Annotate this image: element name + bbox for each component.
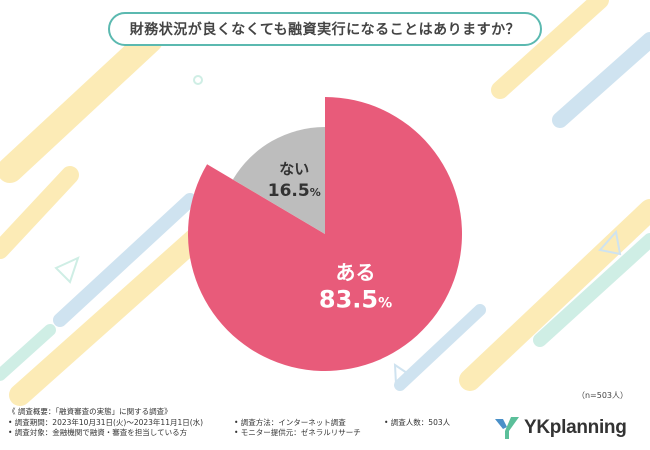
slice-category-label: ある bbox=[336, 261, 376, 285]
footer-method: • 調査方法：インターネット調査 bbox=[234, 417, 346, 427]
bg-stripe bbox=[0, 324, 56, 381]
bg-triangle bbox=[393, 363, 412, 386]
footer-heading: 《 調査概要：「融資審査の実態」に関する調査》 bbox=[8, 407, 172, 416]
logo-icon bbox=[495, 417, 519, 439]
chart-title: 財務状況が良くなくても融資実行になることはありますか？ bbox=[108, 12, 542, 46]
logo-text: YKplanning bbox=[524, 417, 627, 438]
slice-label-1: ない 16.5% bbox=[268, 160, 321, 201]
bg-stripe bbox=[459, 199, 650, 391]
footer-target: • 調査対象：金融機関で融資・審査を担当している方 bbox=[8, 428, 188, 437]
footer-count: • 調査人数：503人 bbox=[384, 417, 451, 427]
bg-triangle bbox=[54, 256, 80, 284]
slice-value-label: 83.5% bbox=[319, 286, 392, 314]
company-logo: YKplanning bbox=[493, 414, 627, 442]
footer-period: • 調査期間：2023年10月31日(火)～2023年11月1日(水) bbox=[8, 417, 204, 427]
logo-mark-left bbox=[495, 419, 507, 429]
bg-stripe bbox=[533, 233, 650, 347]
pie-slice-1 bbox=[232, 127, 325, 234]
slice-value-label: 16.5% bbox=[268, 181, 321, 201]
bg-stripe bbox=[491, 0, 609, 99]
logo-mark-right bbox=[505, 417, 519, 439]
bg-circle bbox=[193, 75, 203, 85]
bg-triangle bbox=[598, 229, 622, 256]
sample-size: （n=503人） bbox=[576, 391, 628, 400]
bg-stripe bbox=[53, 193, 197, 327]
bg-stripe bbox=[394, 304, 486, 391]
footer-monitor: • モニター提供元：ゼネラルリサーチ bbox=[234, 428, 361, 437]
bg-stripe bbox=[0, 27, 163, 183]
bg-stripe bbox=[0, 166, 79, 259]
bg-stripe bbox=[552, 32, 650, 128]
slice-category-label: ない bbox=[279, 160, 309, 178]
survey-footer: 《 調査概要：「融資審査の実態」に関する調査》 • 調査期間：2023年10月3… bbox=[8, 407, 488, 439]
